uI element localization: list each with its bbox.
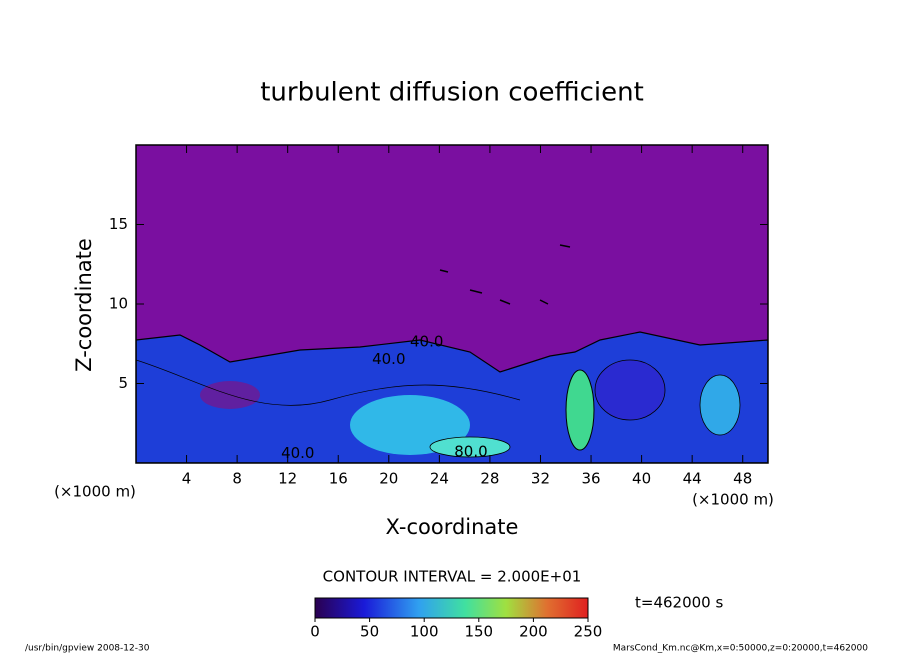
x-tick-label: 12 [278, 470, 297, 488]
x-tick-label: 48 [733, 470, 752, 488]
colorbar-tick-label: 250 [574, 623, 603, 641]
contour-label: 40.0 [372, 350, 405, 368]
x-tick-label: 24 [430, 470, 449, 488]
field-region [565, 369, 595, 451]
contour-label: 80.0 [454, 442, 487, 460]
x-tick-label: 16 [329, 470, 348, 488]
x-tick-label: 32 [531, 470, 550, 488]
contour-label: 40.0 [410, 333, 443, 351]
x-tick-label: 28 [480, 470, 499, 488]
x-tick-label: 36 [581, 470, 600, 488]
x-axis-label: X-coordinate [386, 515, 519, 539]
contour-label: 40.0 [281, 444, 314, 462]
footer-right: MarsCond_Km.nc@Km,x=0:50000,z=0:20000,t=… [613, 644, 868, 654]
footer-left: /usr/bin/gpview 2008-12-30 [25, 644, 150, 654]
x-unit: (×1000 m) [54, 483, 136, 501]
y-tick-label: 10 [109, 295, 128, 313]
field-region [594, 359, 666, 421]
contour-interval: CONTOUR INTERVAL = 2.000E+01 [323, 568, 582, 586]
colorbar [314, 597, 589, 619]
contour-line [136, 359, 521, 406]
chart-title: turbulent diffusion coefficient [260, 78, 644, 108]
colorbar-tick-label: 150 [464, 623, 493, 641]
colorbar-tick-label: 200 [519, 623, 548, 641]
field-region [136, 331, 768, 463]
time-label: t=462000 s [635, 594, 723, 612]
x-tick-label: 8 [232, 470, 242, 488]
field-region [699, 374, 741, 436]
contour-line [439, 244, 571, 305]
y-tick-label: 15 [109, 215, 128, 233]
x-tick-label: 44 [683, 470, 702, 488]
x-tick-label: 4 [182, 470, 192, 488]
colorbar-tick-label: 100 [410, 623, 439, 641]
y-axis-label: Z-coordinate [72, 238, 96, 372]
y-tick-label: 5 [118, 374, 128, 392]
x-tick-label: 20 [379, 470, 398, 488]
colorbar-tick-label: 50 [360, 623, 379, 641]
x-tick-label: 40 [632, 470, 651, 488]
field-region [429, 436, 511, 458]
x-unit: (×1000 m) [692, 491, 774, 509]
field [136, 145, 768, 463]
colorbar-tick-label: 0 [310, 623, 320, 641]
